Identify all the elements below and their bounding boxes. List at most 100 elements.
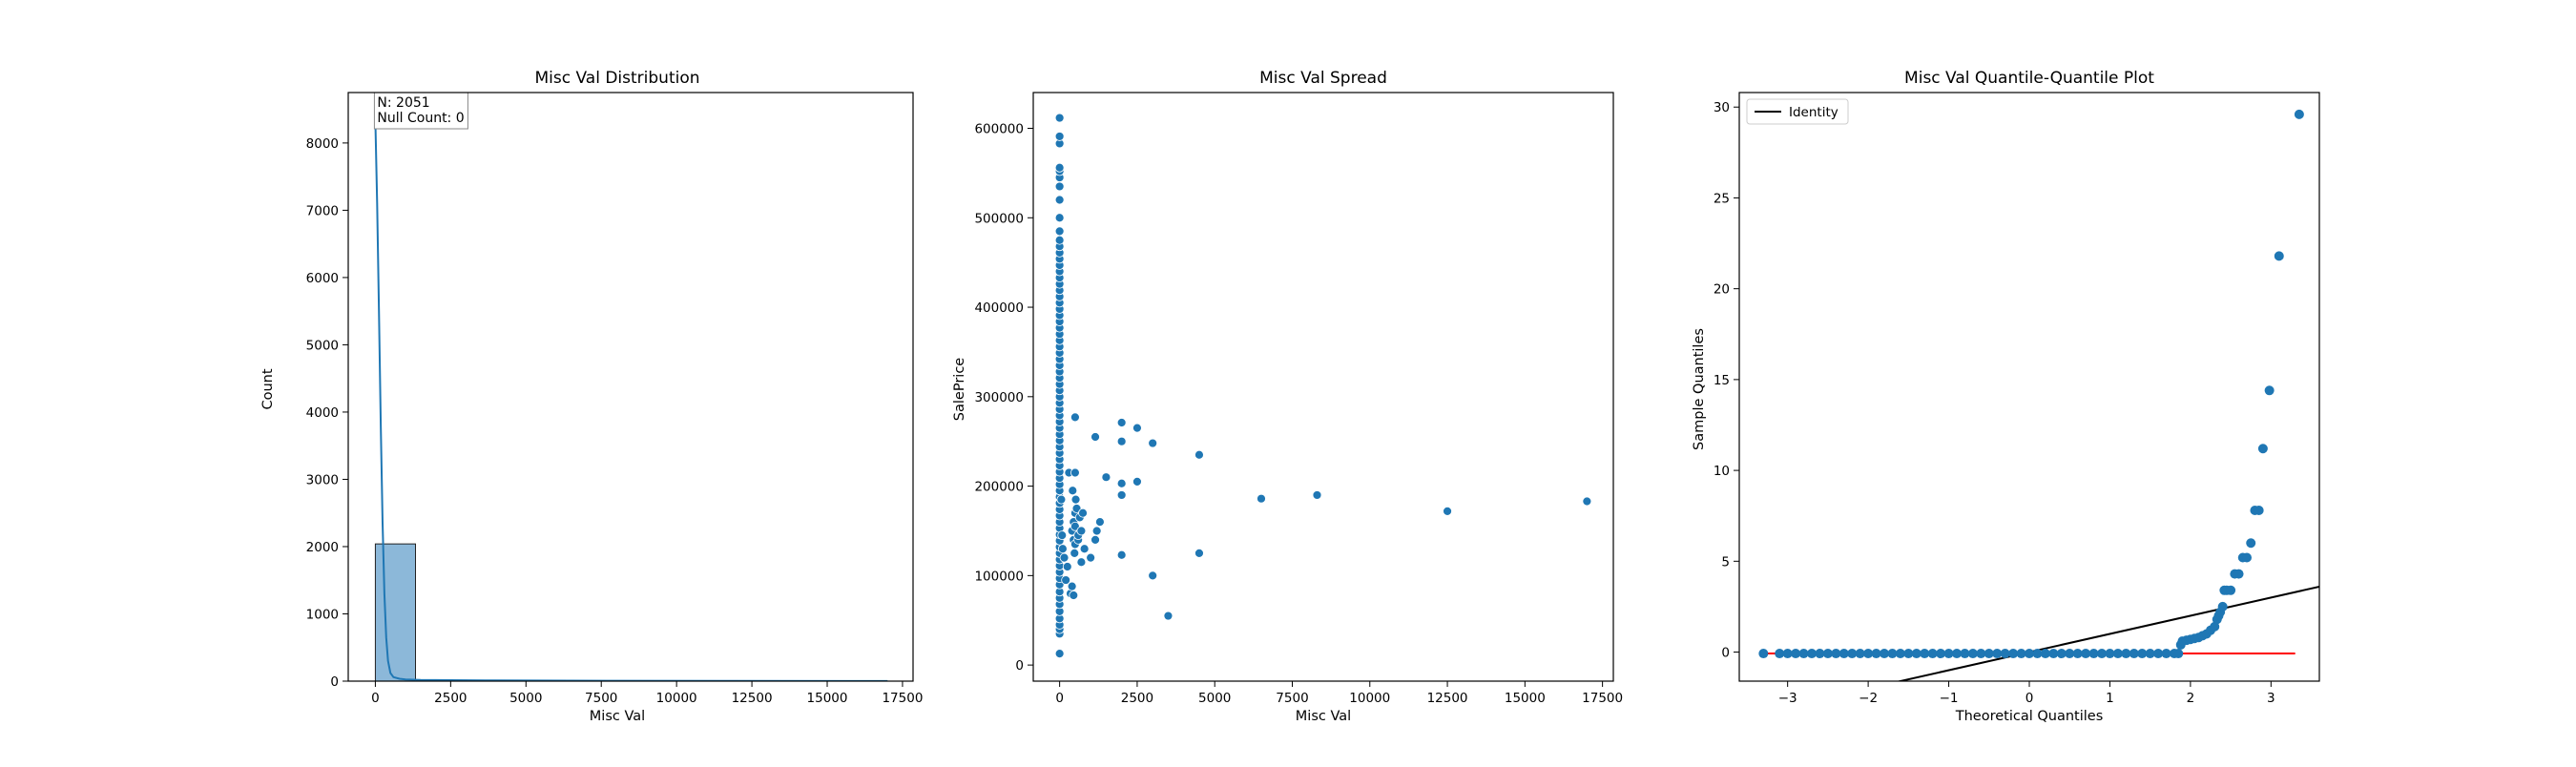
scatter-point (1057, 530, 1068, 541)
x-tick-label: 15000 (1505, 691, 1546, 706)
qq-panel: Misc Val Quantile-Quantile Plot Theoreti… (1692, 69, 2320, 724)
qq-point (1936, 649, 1946, 659)
y-tick-label: 0 (1721, 646, 1730, 661)
y-tick-label: 400000 (974, 301, 1024, 316)
scatter-point (1067, 581, 1077, 591)
scatter-point (1195, 549, 1204, 558)
stats-line: Null Count: 0 (377, 111, 464, 126)
qq-point (2016, 649, 2026, 659)
qq-point (2129, 649, 2139, 659)
y-tick-label: 5 (1721, 554, 1730, 570)
x-tick-label: 17500 (882, 691, 923, 706)
qq-point (2065, 649, 2075, 659)
qq-point (2088, 649, 2099, 659)
scatter-point (1086, 552, 1096, 563)
scatter-point (1443, 506, 1452, 516)
qq-point (1927, 649, 1938, 659)
qq-point (1992, 649, 2003, 659)
y-tick-label: 8000 (306, 136, 339, 152)
scatter-point (1116, 418, 1127, 427)
y-tick-label: 1000 (306, 607, 339, 622)
qq-point (1807, 649, 1817, 659)
scatter-point (1101, 472, 1111, 483)
y-tick-label: 0 (330, 674, 339, 690)
scatter-point (1054, 649, 1065, 659)
plot-area-0 (374, 119, 888, 681)
qq-point (1855, 649, 1865, 659)
scatter-point (1257, 493, 1266, 504)
x-tick-label: 0 (371, 691, 380, 706)
x-tick-label: 10000 (1349, 691, 1390, 706)
qq-point (1887, 649, 1898, 659)
scatter-point (1059, 552, 1070, 563)
qq-point (1831, 649, 1841, 659)
x-tick-label: 12500 (1427, 691, 1468, 706)
x-tick-label: 1 (2106, 691, 2114, 706)
axes-frame (1032, 92, 1614, 682)
legend-frame (1746, 98, 1849, 125)
qq-point (2105, 649, 2115, 659)
x-tick-label: 2500 (434, 691, 467, 706)
qq-point (2210, 621, 2220, 632)
qq-point (1798, 649, 1809, 659)
qq-point (1839, 649, 1849, 659)
x-tick-label: 5000 (1198, 691, 1231, 706)
qq-point (1903, 649, 1914, 659)
x-tick-label: 5000 (509, 691, 542, 706)
x-tick-label: −2 (1859, 691, 1878, 706)
y-tick-label: 4000 (306, 405, 339, 421)
scatter-point (1070, 467, 1080, 478)
qq-point (1822, 649, 1833, 659)
y-tick-label: 0 (1015, 658, 1024, 674)
qq-point (2056, 649, 2067, 659)
scatter-point (1076, 526, 1087, 536)
scatter-point (1091, 534, 1100, 545)
qq-point (1758, 649, 1769, 659)
qq-point (2121, 649, 2131, 659)
scatter-point (1054, 132, 1065, 141)
y-tick-label: 25 (1714, 191, 1730, 206)
qq-point (1880, 649, 1889, 659)
qq-point (2217, 601, 2228, 612)
scatter-point (1312, 490, 1322, 500)
qq-point (2097, 649, 2107, 659)
qq-point (1871, 649, 1881, 659)
scatter-point (1070, 521, 1080, 531)
plot-area-2 (1758, 109, 2319, 681)
scatter-point (1054, 213, 1065, 223)
scatter-point (1070, 412, 1080, 423)
scatter-point (1056, 494, 1067, 505)
y-tick-label: 10 (1714, 464, 1730, 479)
qq-point (1976, 649, 1986, 659)
scatter-point (1116, 549, 1127, 560)
x-tick-label: 15000 (807, 691, 848, 706)
qq-point (2257, 444, 2268, 454)
stats-line: N: 2051 (377, 95, 429, 111)
qq-point (2000, 649, 2010, 659)
scatter-point (1068, 486, 1078, 496)
y-tick-label: 3000 (306, 472, 339, 487)
scatter-point (1132, 423, 1142, 433)
qq-x-label: Theoretical Quantiles (1955, 709, 2104, 724)
qq-point (2145, 649, 2155, 659)
x-tick-label: 7500 (585, 691, 617, 706)
qq-point (1920, 649, 1930, 659)
x-tick-label: 17500 (1582, 691, 1623, 706)
qq-point (2246, 538, 2256, 549)
scatter-point (1054, 195, 1065, 205)
scatter-point (1069, 591, 1079, 600)
qq-point (2161, 649, 2171, 659)
y-tick-label: 5000 (306, 338, 339, 353)
y-tick-label: 6000 (306, 271, 339, 286)
scatter-panel: Misc Val Spread Misc Val SalePrice 0 2500… (952, 69, 1623, 724)
y-tick-label: 30 (1714, 100, 1730, 115)
qq-point (2032, 649, 2043, 659)
histogram-x-label: Misc Val (590, 709, 645, 724)
scatter-point (1061, 575, 1071, 585)
qq-point (2081, 649, 2091, 659)
scatter-point (1078, 508, 1088, 518)
qq-point (1952, 649, 1962, 659)
histogram-bar (374, 543, 417, 681)
plot-area-1 (1054, 113, 1592, 659)
